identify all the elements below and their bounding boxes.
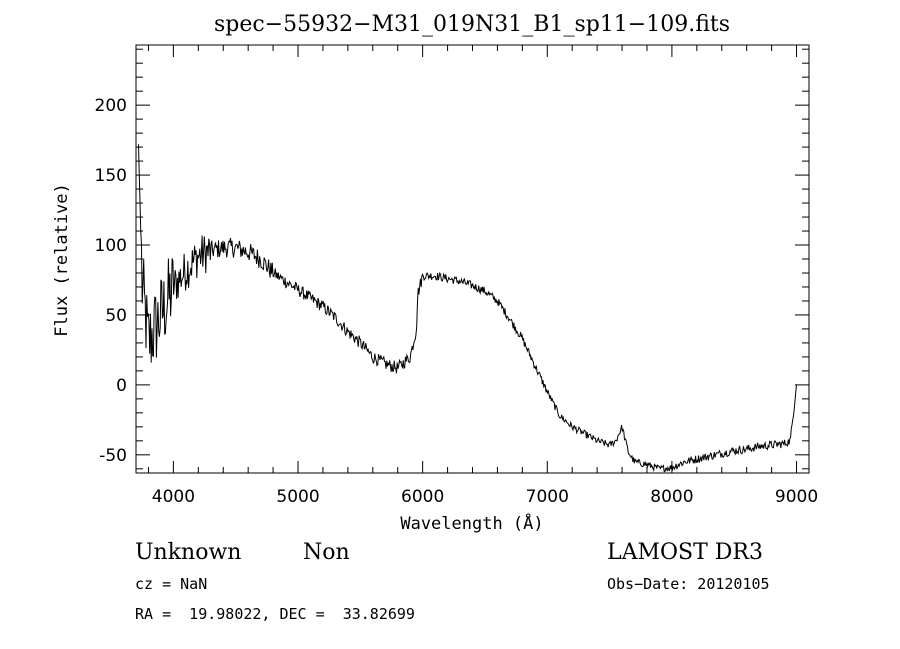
y-axis-label: Flux (relative)	[52, 183, 72, 337]
redshift-label: cz = NaN	[135, 575, 207, 593]
x-tick-label: 4000	[152, 487, 195, 507]
x-axis-label: Wavelength (Å)	[400, 512, 543, 534]
y-tick-label: 0	[116, 376, 127, 396]
y-tick-label: -50	[99, 446, 127, 466]
axis-ticks	[136, 45, 809, 473]
y-tick-label: 100	[95, 236, 127, 256]
x-tick-label: 9000	[775, 487, 818, 507]
plot-frame	[135, 44, 810, 474]
observation-date-label: Obs−Date: 20120105	[607, 575, 770, 593]
object-subclass-label: Non	[303, 540, 350, 565]
y-tick-label: 50	[105, 306, 127, 326]
tick-labels: 4000 5000 6000 7000 8000 9000 -50 0 50 100 150 200	[95, 96, 819, 507]
x-tick-label: 8000	[650, 487, 693, 507]
y-tick-label: 200	[95, 96, 127, 116]
chart-title: spec−55932−M31_019N31_B1_sp11−109.fits	[214, 12, 730, 37]
x-tick-label: 6000	[401, 487, 444, 507]
spectrum-line	[138, 144, 797, 473]
object-class-label: Unknown	[135, 540, 241, 565]
y-tick-label: 150	[95, 166, 127, 186]
survey-label: LAMOST DR3	[607, 540, 763, 565]
coordinates-label: RA = 19.98022, DEC = 33.82699	[135, 605, 415, 623]
x-tick-label: 7000	[526, 487, 569, 507]
x-tick-label: 5000	[276, 487, 319, 507]
